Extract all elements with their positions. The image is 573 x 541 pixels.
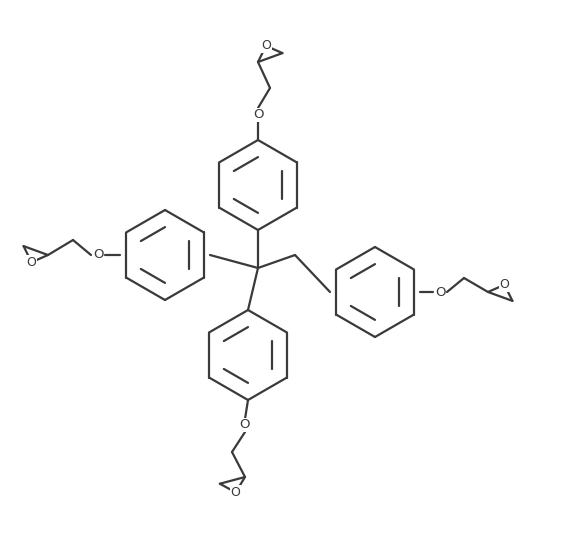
Text: O: O [93,248,103,261]
Text: O: O [253,109,263,122]
Text: O: O [435,286,445,299]
Text: O: O [500,278,509,291]
Text: O: O [261,39,271,52]
Text: O: O [231,486,241,499]
Text: O: O [26,256,37,269]
Text: O: O [240,419,250,432]
